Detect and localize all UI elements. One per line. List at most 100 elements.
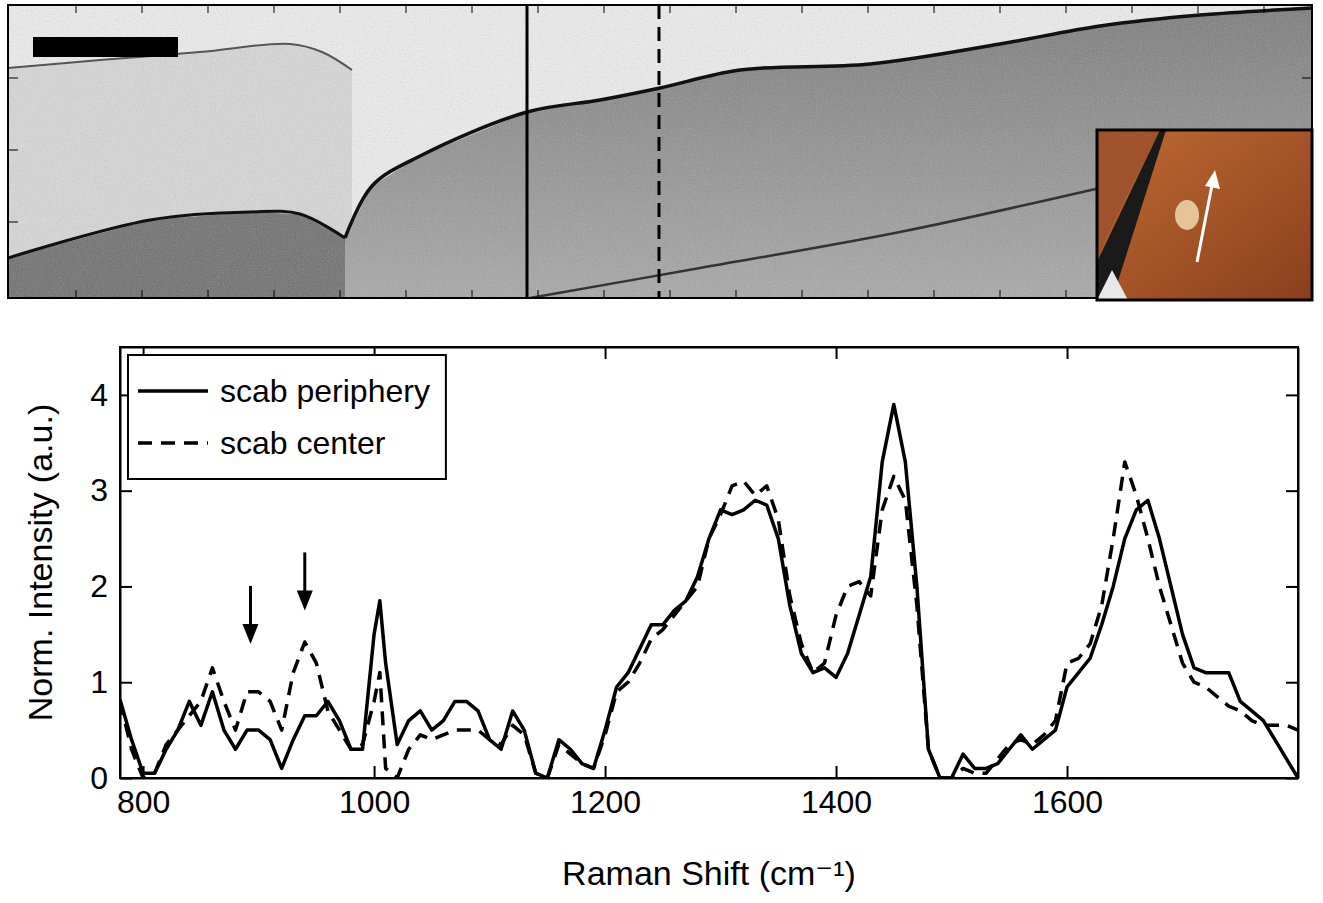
arrow-head	[243, 624, 259, 644]
legend-swatch	[138, 441, 208, 445]
frame-tick	[868, 290, 869, 298]
tick-mark	[605, 347, 607, 359]
frame-tick	[274, 5, 275, 13]
tick-label: 1000	[339, 784, 410, 820]
frame-tick	[274, 290, 275, 298]
frame-tick	[802, 5, 803, 13]
legend-box	[128, 355, 446, 479]
frame-tick	[340, 5, 341, 13]
frame-tick	[406, 5, 407, 13]
frame-tick	[1302, 78, 1312, 79]
tick	[1067, 347, 1068, 359]
frame-tick	[142, 290, 143, 298]
series-lines	[120, 404, 1298, 778]
tick: 1400	[801, 766, 872, 820]
tick-label: 4	[90, 377, 108, 413]
frame-tick	[472, 290, 473, 298]
frame-tick	[934, 290, 935, 298]
frame-tick	[340, 290, 341, 298]
frame-tick	[604, 290, 605, 298]
tick-mark	[120, 778, 132, 780]
plot-frame	[120, 347, 1298, 778]
frame-tick	[538, 5, 539, 13]
frame-tick	[604, 5, 605, 13]
tick-mark	[120, 586, 132, 588]
tick-label: 800	[117, 784, 170, 820]
tick: 0	[90, 760, 132, 796]
frame-tick	[1132, 5, 1133, 13]
tick	[1286, 395, 1298, 396]
frame-tick	[1000, 290, 1001, 298]
tick-mark	[120, 682, 132, 684]
tick: 1600	[1032, 766, 1103, 820]
tick: 4	[90, 377, 132, 413]
tick: 1	[90, 664, 132, 700]
tick-mark	[1286, 586, 1298, 588]
tick-mark	[1286, 490, 1298, 492]
tick-mark	[1067, 347, 1069, 359]
inset-frame	[1097, 130, 1312, 300]
frame-tick	[736, 5, 737, 13]
arrow	[297, 552, 313, 610]
frame-tick	[8, 78, 18, 79]
frame-tick	[1198, 5, 1199, 13]
tick-label: 2	[90, 568, 108, 604]
inset-arrowhead	[1205, 170, 1220, 189]
x-axis-title: Raman Shift (cm⁻¹)	[562, 854, 856, 892]
figure: 800100012001400160001234Raman Shift (cm⁻…	[0, 0, 1323, 903]
center-position	[658, 5, 661, 298]
frame-tick	[670, 5, 671, 13]
tick	[1286, 682, 1298, 683]
tick-mark	[836, 347, 838, 359]
tick	[1286, 778, 1298, 779]
frame-tick	[406, 290, 407, 298]
arrows	[243, 552, 313, 644]
axis-line	[121, 347, 1299, 349]
frame-tick	[736, 290, 737, 298]
frame-tick	[670, 290, 671, 298]
legend-label: scab center	[220, 425, 386, 461]
periphery-position	[526, 5, 529, 298]
axis-line	[120, 348, 122, 779]
inset-skin	[1097, 130, 1312, 300]
tick	[1286, 491, 1298, 492]
tick-mark	[1067, 766, 1069, 778]
x-axis: 8001000120014001600	[117, 766, 1299, 820]
tick-label: 1600	[1032, 784, 1103, 820]
frame-tick	[802, 290, 803, 298]
tick-mark	[120, 490, 132, 492]
spectrum-line	[120, 462, 1298, 778]
inner-layer	[530, 188, 1100, 298]
frame-tick	[868, 5, 869, 13]
tick-mark	[836, 766, 838, 778]
frame-tick	[208, 290, 209, 298]
tick-mark	[1286, 682, 1298, 684]
frame-tick	[76, 290, 77, 298]
frame-tick	[1264, 5, 1265, 13]
inset-shadow	[1097, 130, 1166, 300]
frame-tick	[208, 5, 209, 13]
axis-line	[1298, 348, 1300, 779]
inset-light	[1097, 270, 1128, 300]
frame-tick	[8, 150, 18, 151]
arrow-head	[297, 590, 313, 610]
frame-tick	[934, 5, 935, 13]
spectrum-line	[120, 404, 1298, 778]
legend-label: scab periphery	[220, 373, 430, 409]
tick	[1286, 586, 1298, 587]
frame-tick	[472, 5, 473, 13]
tick-mark	[605, 766, 607, 778]
legend: scab periphery scab center	[128, 355, 446, 479]
tick	[605, 347, 606, 359]
scale-bar	[33, 37, 178, 57]
arrow-shaft	[303, 552, 306, 596]
y-axis	[1286, 348, 1299, 779]
tick-mark	[1286, 394, 1298, 396]
frame-tick	[1000, 5, 1001, 13]
tick-label: 0	[90, 760, 108, 796]
frame-tick	[1066, 5, 1067, 13]
frame-tick	[142, 5, 143, 13]
tick-label: 1400	[801, 784, 872, 820]
lower-boundary	[8, 211, 345, 258]
axis-line	[121, 778, 1299, 780]
